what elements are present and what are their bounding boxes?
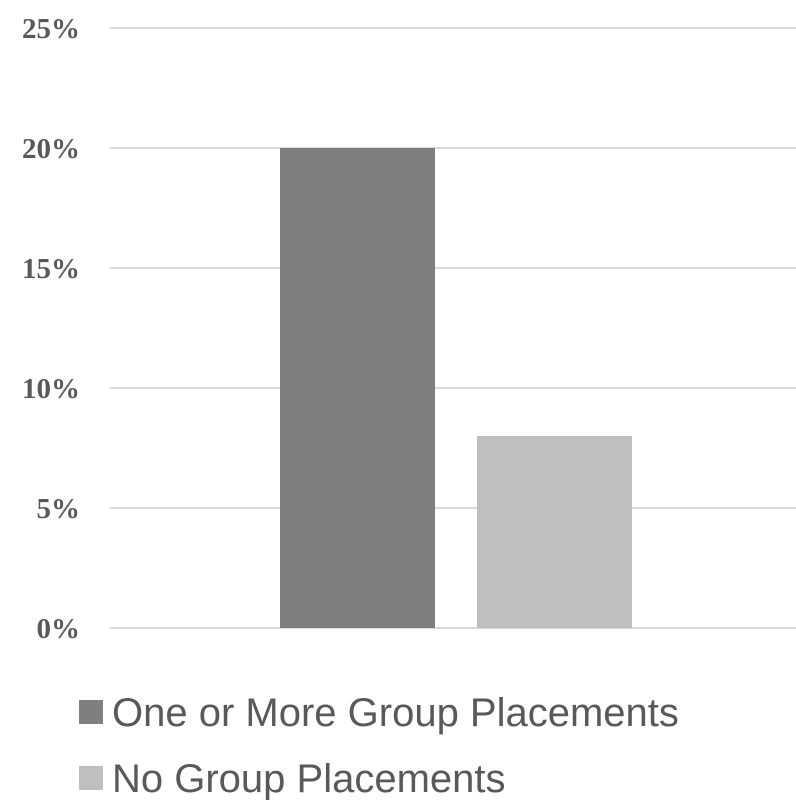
gridlines: [110, 27, 796, 629]
legend-swatch: [79, 700, 103, 724]
legend: One or More Group Placements No Group Pla…: [79, 691, 679, 800]
legend-label: One or More Group Placements: [112, 691, 679, 735]
y-axis-ticks: 0% 5% 10% 15% 20% 25%: [22, 13, 80, 645]
y-tick-label: 5%: [37, 493, 81, 525]
legend-label: No Group Placements: [112, 757, 506, 800]
bar-no-group-placements: [477, 436, 632, 628]
y-tick-label: 20%: [22, 133, 80, 165]
y-tick-label: 25%: [22, 13, 80, 45]
bars: [280, 148, 632, 628]
legend-swatch: [79, 766, 103, 790]
y-tick-label: 10%: [22, 373, 80, 405]
y-tick-label: 0%: [37, 613, 81, 645]
y-tick-label: 15%: [22, 253, 80, 285]
bar-one-or-more-group-placements: [280, 148, 435, 628]
